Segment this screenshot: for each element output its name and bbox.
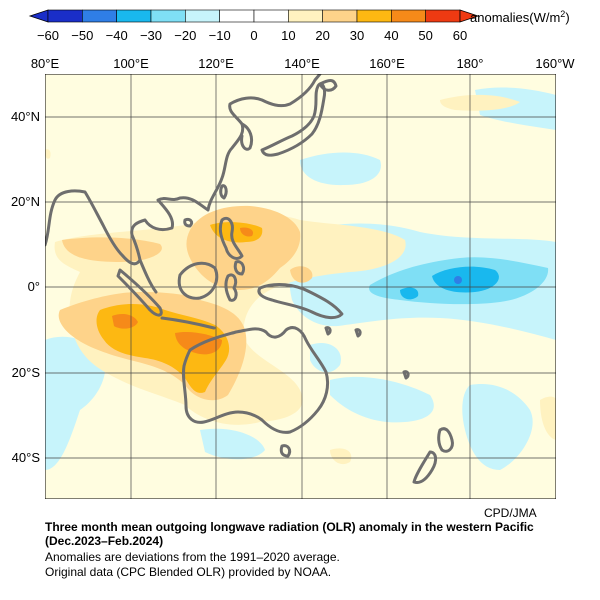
colorbar-bin	[322, 9, 358, 23]
caption-note-source: Original data (CPC Blended OLR) provided…	[45, 565, 332, 579]
latitude-labels: 40°N 20°N 0° 20°S 40°S	[11, 109, 40, 465]
colorbar-tick-label: 40	[384, 28, 398, 43]
legend-title: anomalies(W/m2)	[470, 9, 570, 25]
lon-label-140e: 140°E	[284, 56, 320, 71]
lon-label-80e: 80°E	[31, 56, 60, 71]
colorbar-tick-label: 10	[281, 28, 295, 43]
colorbar-tick-label: −20	[174, 28, 196, 43]
colorbar-tick-label: 50	[418, 28, 432, 43]
colorbar-tick-label: 60	[453, 28, 467, 43]
colorbar-tick-label: −40	[106, 28, 128, 43]
map-area	[45, 74, 556, 499]
colorbar-bin	[425, 9, 461, 23]
lat-label-20s: 20°S	[12, 365, 41, 380]
lat-label-20n: 20°N	[11, 194, 40, 209]
negative-anomaly-core	[454, 276, 462, 284]
colorbar-tick-label: −50	[71, 28, 93, 43]
colorbar-bin	[82, 9, 117, 23]
colorbar-bin	[47, 9, 83, 23]
colorbar-bin	[219, 9, 255, 23]
negative-anomaly-strong	[400, 266, 499, 300]
colorbar-tick-label: 30	[350, 28, 364, 43]
colorbar-tick-label: −60	[37, 28, 59, 43]
colorbar-bin	[116, 9, 152, 23]
lon-label-160w: 160°W	[535, 56, 575, 71]
colorbar-high-arrow	[459, 9, 480, 23]
lon-label-180: 180°	[457, 56, 484, 71]
colorbar-tick-label: −10	[209, 28, 231, 43]
lon-label-120e: 120°E	[198, 56, 234, 71]
credit-label: CPD/JMA	[484, 506, 537, 520]
lat-label-40n: 40°N	[11, 109, 40, 124]
colorbar-bin	[253, 9, 289, 23]
caption-note-baseline: Anomalies are deviations from the 1991–2…	[45, 550, 340, 564]
colorbar: −60 −50 −40 −30 −20 −10 0 10 20 30 40 50 60	[28, 9, 480, 43]
lon-label-160e: 160°E	[369, 56, 405, 71]
positive-anomaly-core	[112, 227, 254, 355]
colorbar-tick-label: 0	[250, 28, 257, 43]
caption-period: (Dec.2023–Feb.2024)	[45, 534, 164, 548]
colorbar-tick-label: 20	[315, 28, 329, 43]
lat-label-40s: 40°S	[12, 450, 41, 465]
longitude-labels: 80°E 100°E 120°E 140°E 160°E 180° 160°W	[31, 56, 575, 71]
coastlines	[45, 74, 454, 484]
lat-label-0: 0°	[28, 279, 40, 294]
colorbar-tick-label: −30	[140, 28, 162, 43]
colorbar-bin	[356, 9, 392, 23]
colorbar-bin	[288, 9, 323, 23]
colorbar-bin	[150, 9, 186, 23]
colorbar-bin	[391, 9, 426, 23]
caption-title: Three month mean outgoing longwave radia…	[45, 520, 534, 534]
colorbar-bin	[185, 9, 220, 23]
colorbar-low-arrow	[28, 9, 49, 23]
lon-label-100e: 100°E	[113, 56, 149, 71]
